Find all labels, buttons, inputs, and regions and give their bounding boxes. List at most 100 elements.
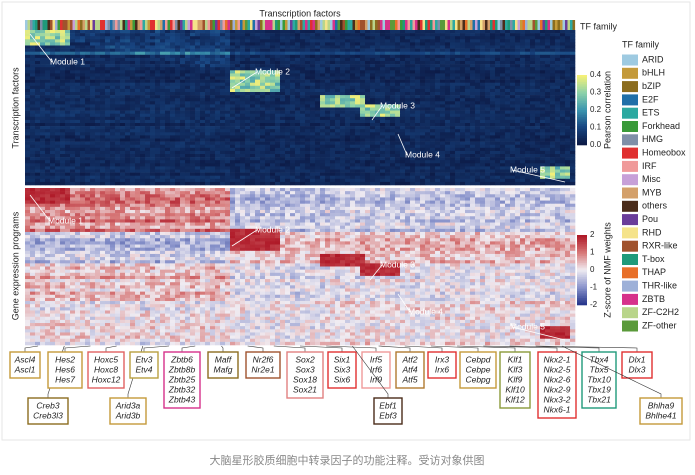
top-cell (540, 85, 546, 90)
top-cell (460, 61, 466, 65)
top-cell (565, 30, 571, 34)
top-cell (460, 45, 466, 49)
top-cell (215, 129, 221, 133)
top-cell (220, 119, 226, 124)
top-cell (65, 98, 71, 102)
top-cell (200, 88, 206, 93)
top-cell (345, 129, 351, 133)
top-cell (135, 85, 141, 90)
top-cell (200, 61, 206, 65)
top-cell (470, 113, 476, 118)
top-cell (535, 85, 541, 90)
top-cell (270, 79, 276, 83)
top-cell (540, 70, 546, 74)
top-cell (525, 144, 531, 149)
top-cell (190, 129, 196, 133)
top-cell (225, 110, 231, 114)
top-cell (545, 48, 551, 52)
top-cell (385, 101, 391, 105)
top-cell (195, 135, 201, 139)
top-cell (550, 30, 556, 34)
top-cell (280, 141, 286, 145)
top-cell (150, 98, 156, 102)
top-cell (110, 79, 116, 83)
top-cell (410, 76, 416, 80)
top-cell (90, 61, 96, 65)
top-cell (145, 30, 151, 34)
top-cell (485, 101, 491, 105)
top-cell (365, 54, 371, 59)
top-cell (455, 70, 461, 74)
top-cell (360, 85, 366, 90)
top-cell (240, 57, 246, 62)
top-cell (345, 42, 351, 46)
top-cell (285, 88, 291, 93)
top-cell (75, 129, 81, 133)
top-cell (170, 48, 176, 52)
top-cell (140, 132, 146, 136)
top-cell (520, 113, 526, 118)
top-cell (455, 61, 461, 65)
top-cell (70, 70, 76, 74)
top-cell (480, 54, 486, 59)
top-cell (265, 39, 271, 43)
top-cell (65, 70, 71, 74)
top-cell (60, 163, 66, 167)
top-cell (305, 39, 311, 43)
top-cell (275, 101, 281, 105)
top-cell (95, 104, 101, 108)
top-cell (225, 73, 231, 77)
top-cell (445, 126, 451, 130)
top-cell (310, 73, 316, 77)
top-cell (185, 126, 191, 130)
top-cell (115, 64, 121, 68)
top-cell (400, 64, 406, 68)
top-cell (320, 144, 326, 149)
top-cell (490, 104, 496, 108)
top-cell (300, 76, 306, 80)
top-cell (345, 150, 351, 155)
top-cell (95, 61, 101, 65)
top-cell (565, 154, 571, 158)
top-cell (145, 138, 151, 142)
top-cell (425, 113, 431, 118)
top-cell (410, 126, 416, 130)
top-cell (115, 70, 121, 74)
top-cell (75, 39, 81, 43)
top-cell (240, 95, 246, 99)
top-cell (105, 110, 111, 114)
top-cell (440, 123, 446, 127)
top-cell (190, 116, 196, 121)
top-cell (35, 147, 41, 152)
top-cell (95, 73, 101, 77)
top-cell (25, 154, 31, 158)
top-cell (210, 54, 216, 59)
top-cell (485, 144, 491, 149)
top-cell (550, 82, 556, 87)
top-cell (250, 98, 256, 102)
top-cell (510, 85, 516, 90)
top-cell (310, 85, 316, 90)
top-cell (335, 113, 341, 118)
top-cell (520, 70, 526, 74)
top-cell (320, 45, 326, 49)
top-cell (110, 110, 116, 114)
family-stripe (182, 20, 186, 30)
top-cell (200, 141, 206, 145)
top-cell (60, 107, 66, 111)
top-cell (125, 119, 131, 124)
top-cell (450, 135, 456, 139)
top-cell (285, 64, 291, 68)
top-cell (520, 141, 526, 145)
top-cell (445, 39, 451, 43)
top-cell (515, 82, 521, 87)
top-cell (270, 147, 276, 152)
top-cell (265, 73, 271, 77)
top-cell (200, 85, 206, 90)
family-stripe (140, 20, 143, 30)
top-cell (110, 123, 116, 127)
top-cell (100, 88, 106, 93)
top-cell (110, 30, 116, 34)
top-cell (370, 36, 376, 40)
family-stripe (237, 20, 241, 30)
